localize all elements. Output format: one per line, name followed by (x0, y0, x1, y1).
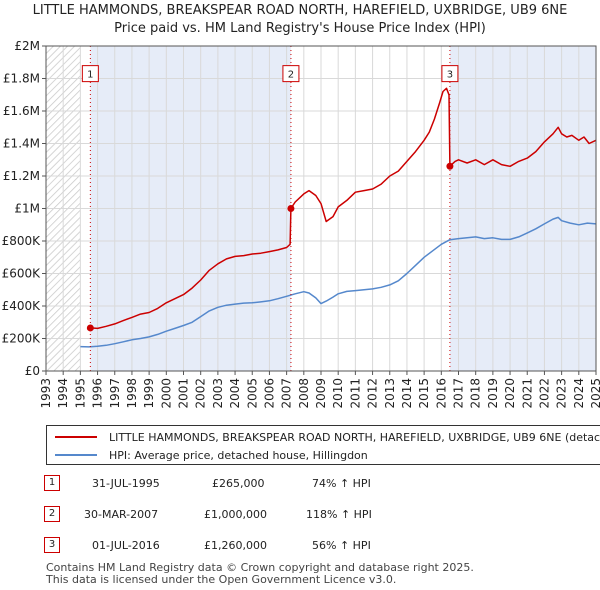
x-tick-label: 2001 (177, 378, 191, 409)
sale-date: 01-JUL-2016 (92, 539, 160, 552)
x-tick-label: 2021 (520, 378, 534, 409)
hpi-line (90, 87, 596, 330)
x-tick-label: 1997 (108, 378, 122, 409)
x-tick-label: 2002 (194, 378, 208, 409)
x-tick-label: 2000 (159, 378, 173, 409)
x-tick-label: 2013 (383, 378, 397, 409)
x-tick-label: 2024 (572, 378, 586, 409)
y-tick-label: £200K (2, 332, 42, 346)
x-tick-label: 2018 (469, 378, 483, 409)
x-tick-label: 2023 (555, 378, 569, 409)
x-tick-label: 1998 (125, 378, 139, 409)
legend-item-property: LITTLE HAMMONDS, BREAKSPEAR ROAD NORTH, … (55, 428, 600, 446)
y-tick-label: £2M (14, 39, 40, 53)
y-tick-label: £600K (2, 267, 42, 281)
property-price-line (80, 216, 596, 348)
sale-point (446, 162, 454, 170)
x-tick-label: 2007 (280, 378, 294, 409)
x-tick-label: 2006 (262, 378, 276, 409)
sale-date: 31-JUL-1995 (92, 477, 160, 490)
legend-label-property: LITTLE HAMMONDS, BREAKSPEAR ROAD NORTH, … (109, 430, 600, 444)
legend-swatch-property (55, 436, 97, 438)
x-tick-label: 2016 (434, 378, 448, 409)
x-tick-label: 2008 (297, 378, 311, 409)
sale-number: 2 (44, 506, 60, 522)
legend-label-hpi: HPI: Average price, detached house, Hill… (109, 448, 368, 462)
y-tick-label: £1M (14, 202, 40, 216)
y-tick-label: £0 (25, 364, 40, 378)
x-tick-label: 2019 (486, 378, 500, 409)
x-tick-label: 2015 (417, 378, 431, 409)
sale-price: £1,000,000 (204, 508, 267, 521)
sale-label-box (441, 65, 459, 83)
sale-label-box (282, 65, 300, 83)
sale-hpi-change: 56% ↑ HPI (312, 539, 371, 552)
sale-hpi-change: 118% ↑ HPI (306, 508, 372, 521)
x-tick-label: 1996 (91, 378, 105, 409)
x-tick-label: 2020 (503, 378, 517, 409)
legend-swatch-hpi (55, 454, 97, 456)
footer-copyright: Contains HM Land Registry data © Crown c… (46, 561, 474, 574)
y-tick-label: £1.8M (3, 72, 40, 86)
chart-subtitle: Price paid vs. HM Land Registry's House … (114, 21, 486, 36)
y-tick-label: £400K (2, 299, 42, 313)
sale-price: £1,260,000 (204, 539, 267, 552)
y-tick-label: £800K (2, 234, 42, 248)
legend-item-hpi: HPI: Average price, detached house, Hill… (55, 446, 368, 464)
chart-title: LITTLE HAMMONDS, BREAKSPEAR ROAD NORTH, … (32, 3, 568, 18)
x-tick-label: 2003 (211, 378, 225, 409)
sale-number: 1 (44, 475, 60, 491)
sale-number: 3 (44, 537, 60, 553)
x-tick-label: 1995 (73, 378, 87, 409)
footer-licence: This data is licensed under the Open Gov… (46, 573, 397, 586)
x-tick-label: 2017 (452, 378, 466, 409)
x-tick-label: 1994 (56, 378, 70, 409)
x-tick-label: 2025 (589, 378, 600, 409)
x-tick-label: 2011 (348, 378, 362, 409)
y-tick-label: £1.4M (3, 137, 40, 151)
x-tick-label: 1999 (142, 378, 156, 409)
x-tick-label: 2004 (228, 378, 242, 409)
sale-label-number: 2 (288, 70, 294, 81)
x-tick-label: 2009 (314, 378, 328, 409)
sale-hpi-change: 74% ↑ HPI (312, 477, 371, 490)
x-tick-label: 2012 (366, 378, 380, 409)
sale-label-number: 1 (87, 70, 93, 81)
price-chart: 1 2 3 £0 £200K £400K £600K £800K £1M £1.2M £1.4M £… (2, 39, 600, 409)
x-tick-label: 2014 (400, 378, 414, 409)
legend: LITTLE HAMMONDS, BREAKSPEAR ROAD NORTH, … (46, 425, 600, 465)
sale-label-box (81, 65, 99, 83)
y-tick-label: £1.6M (3, 104, 40, 118)
x-tick-label: 2005 (245, 378, 259, 409)
sale-label-number: 3 (447, 70, 453, 81)
sale-point (287, 205, 295, 212)
sale-point (86, 324, 94, 332)
y-tick-label: £1.2M (3, 169, 40, 183)
x-tick-label: 2010 (331, 378, 345, 409)
sale-price: £265,000 (212, 477, 265, 490)
x-tick-label: 1993 (39, 378, 53, 409)
x-tick-label: 2022 (537, 378, 551, 409)
sale-date: 30-MAR-2007 (84, 508, 159, 521)
